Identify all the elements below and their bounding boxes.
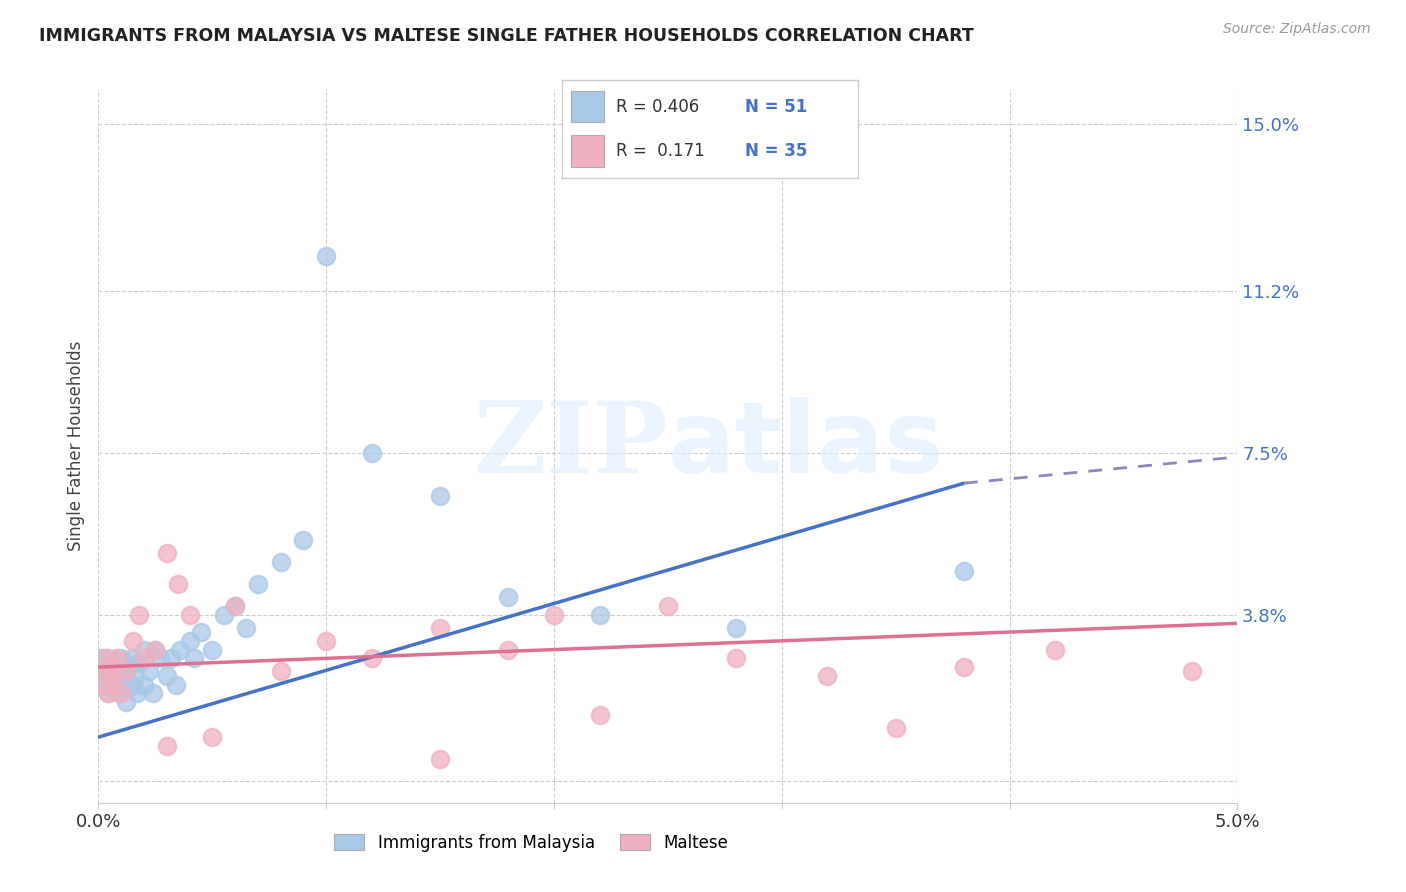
Point — [121, 651, 143, 665]
Text: Source: ZipAtlas.com: Source: ZipAtlas.com — [1223, 22, 1371, 37]
Point — [103, 677, 125, 691]
Point — [114, 665, 136, 679]
Bar — [571, 136, 603, 167]
Point — [201, 642, 224, 657]
Point — [246, 577, 269, 591]
Point — [90, 651, 112, 665]
Text: IMMIGRANTS FROM MALAYSIA VS MALTESE SINGLE FATHER HOUSEHOLDS CORRELATION CHART: IMMIGRANTS FROM MALAYSIA VS MALTESE SING… — [39, 27, 974, 45]
Text: R =  0.171: R = 0.171 — [616, 142, 704, 160]
Point — [235, 621, 257, 635]
Point — [121, 677, 143, 691]
Point — [498, 590, 520, 604]
Point — [94, 656, 117, 670]
Point — [292, 533, 315, 548]
Point — [657, 599, 679, 613]
Point — [98, 665, 121, 679]
Point — [124, 669, 146, 683]
Point — [94, 669, 117, 683]
Point — [212, 607, 235, 622]
Point — [142, 686, 165, 700]
Point — [114, 665, 136, 679]
Point — [156, 669, 179, 683]
Point — [98, 669, 121, 683]
Point — [105, 669, 128, 683]
Point — [96, 686, 118, 700]
Point — [145, 642, 167, 657]
Point — [108, 686, 131, 700]
Point — [169, 642, 191, 657]
Point — [360, 445, 382, 459]
Point — [588, 708, 610, 723]
Y-axis label: Single Father Households: Single Father Households — [66, 341, 84, 551]
Point — [160, 651, 183, 665]
Point — [429, 752, 451, 766]
Legend: Immigrants from Malaysia, Maltese: Immigrants from Malaysia, Maltese — [328, 828, 735, 859]
Point — [190, 625, 212, 640]
Point — [270, 555, 292, 569]
Point — [179, 633, 201, 648]
Point — [96, 686, 118, 700]
Point — [1181, 665, 1204, 679]
Point — [132, 651, 155, 665]
Point — [167, 577, 190, 591]
Text: ZIP: ZIP — [472, 398, 668, 494]
Point — [156, 546, 179, 560]
Text: R = 0.406: R = 0.406 — [616, 98, 699, 116]
Text: atlas: atlas — [668, 398, 945, 494]
Point — [360, 651, 382, 665]
Point — [90, 665, 112, 679]
Point — [315, 633, 337, 648]
Point — [91, 660, 114, 674]
Point — [110, 677, 132, 691]
Point — [725, 651, 748, 665]
Point — [110, 651, 132, 665]
Point — [429, 489, 451, 503]
Bar — [571, 91, 603, 122]
Point — [90, 665, 112, 679]
Point — [149, 651, 172, 665]
Point — [132, 642, 155, 657]
Point — [725, 621, 748, 635]
Point — [103, 660, 125, 674]
Point — [101, 677, 124, 691]
Text: N = 51: N = 51 — [745, 98, 807, 116]
Point — [127, 686, 149, 700]
Point — [96, 651, 118, 665]
Point — [128, 607, 150, 622]
Point — [224, 599, 246, 613]
Point — [121, 633, 143, 648]
Point — [132, 677, 155, 691]
Point — [1043, 642, 1066, 657]
Point — [94, 651, 117, 665]
Point — [114, 695, 136, 709]
Point — [953, 564, 976, 578]
Point — [270, 665, 292, 679]
Point — [110, 686, 132, 700]
Point — [117, 660, 139, 674]
Point — [145, 642, 167, 657]
Point — [315, 249, 337, 263]
Point — [498, 642, 520, 657]
Point — [91, 677, 114, 691]
Point — [101, 660, 124, 674]
Point — [201, 730, 224, 744]
Point — [165, 677, 187, 691]
Text: N = 35: N = 35 — [745, 142, 808, 160]
Point — [588, 607, 610, 622]
Point — [183, 651, 205, 665]
Point — [105, 651, 128, 665]
Point — [884, 722, 907, 736]
Point — [128, 656, 150, 670]
Point — [91, 677, 114, 691]
Point — [138, 665, 160, 679]
Point — [224, 599, 246, 613]
Point — [179, 607, 201, 622]
Point — [156, 739, 179, 753]
Point — [543, 607, 565, 622]
Point — [429, 621, 451, 635]
Point — [98, 673, 121, 688]
Point — [815, 669, 838, 683]
Point — [953, 660, 976, 674]
